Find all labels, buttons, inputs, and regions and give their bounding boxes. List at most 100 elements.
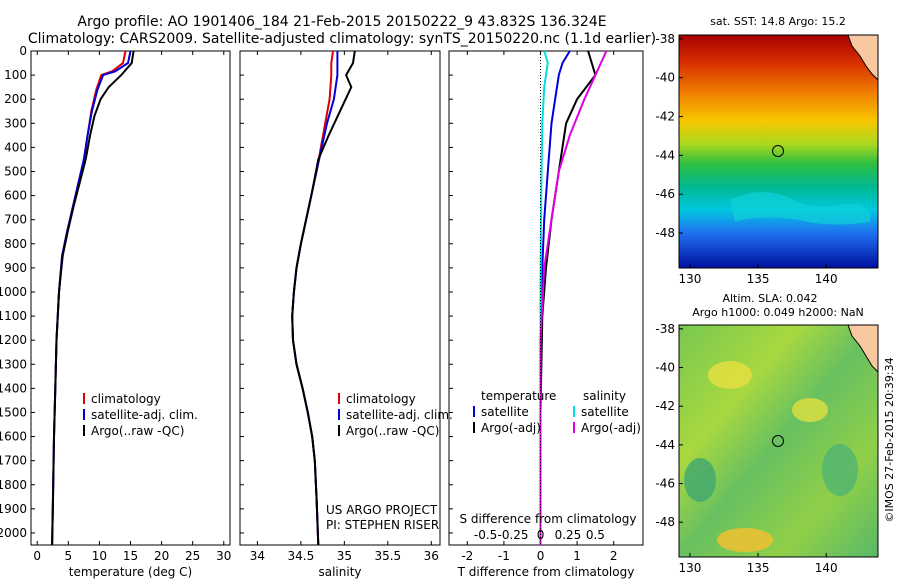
series-line — [51, 50, 132, 546]
map-y-tick-label: -40 — [655, 361, 675, 375]
temperature-plot: 0 5 10 15 20 25 30 temperature (deg C) 0 100 200 30… — [0, 44, 231, 579]
legend-group-title: temperature — [481, 389, 556, 403]
difference-panel-frame — [448, 50, 644, 546]
y-tick-label: 100 — [4, 68, 27, 82]
x-tick-label: 35.5 — [374, 549, 401, 563]
s-diff-tick-label: 0.5 — [586, 528, 605, 542]
s-diff-tick-label: 0.25 — [555, 528, 582, 542]
map-x-tick-label: 135 — [747, 272, 770, 286]
sst-argo-marker — [772, 145, 784, 157]
sst-map-field — [679, 35, 878, 268]
map-x-tick-label: 130 — [678, 272, 701, 286]
map-y-tick-label: -38 — [655, 322, 675, 336]
x-tick-label: 25 — [185, 549, 200, 563]
x-axis-label: T difference from climatology — [457, 565, 635, 579]
map-x-tick-label: 130 — [678, 561, 701, 575]
y-tick-label: 1700 — [0, 454, 27, 468]
map-x-tick-label: 140 — [815, 561, 838, 575]
map-y-tick-label: -40 — [655, 71, 675, 85]
map-y-tick-label: -44 — [655, 148, 675, 162]
sla-dark-blob — [684, 458, 716, 502]
imos-stamp: ©IMOS 27-Feb-2015 20:39:34 — [883, 357, 896, 522]
sla-yellow-blob — [792, 398, 828, 422]
y-tick-label: 500 — [4, 164, 27, 178]
y-tick-label: 1500 — [0, 405, 27, 419]
sla-map — [678, 324, 879, 558]
series-line — [51, 50, 135, 546]
temperature-panel-frame — [30, 50, 231, 546]
x-tick-label: 0 — [33, 549, 41, 563]
sst-cyan-eddy — [730, 191, 870, 225]
y-tick-label: 600 — [4, 189, 27, 203]
sla-map-frame — [678, 324, 879, 558]
salinity-panel-frame — [239, 50, 441, 546]
x-tick-label: 15 — [123, 549, 138, 563]
legend-group-title: salinity — [583, 389, 626, 403]
y-tick-label: 1800 — [0, 478, 27, 492]
x-tick-label: -2 — [461, 549, 473, 563]
legend-label: satellite-adj. clim. — [91, 408, 198, 422]
sla-yellow-blob — [717, 528, 773, 552]
sla-map-axes: 130 135 140 -38 -40 -42 -44 -46 -48 — [655, 322, 837, 575]
sla-map-field — [679, 325, 878, 557]
legend-label: Argo(-adj) — [581, 421, 641, 435]
map-y-tick-label: -42 — [655, 399, 675, 413]
series-line — [539, 50, 597, 545]
project-annotation: PI: STEPHEN RISER — [326, 518, 439, 532]
map-y-tick-label: -42 — [655, 110, 675, 124]
x-axis-label: temperature (deg C) — [69, 565, 192, 579]
x-tick-label: -1 — [498, 549, 510, 563]
difference-plot: -2 -1 0 1 2 T difference from climatology -0.5… — [449, 50, 641, 579]
y-tick-label: 1200 — [0, 333, 27, 347]
sla-dark-blob — [822, 444, 858, 496]
y-tick-label: 1400 — [0, 381, 27, 395]
legend-label: climatology — [346, 392, 416, 406]
x-tick-label: 30 — [216, 549, 231, 563]
legend-label: satellite-adj. clim. — [346, 408, 453, 422]
sst-map-frame — [678, 34, 879, 269]
x-tick-label: 34.5 — [288, 549, 315, 563]
s-diff-tick-label: -0.5 — [474, 528, 497, 542]
x-tick-label: 36 — [424, 549, 439, 563]
map-x-tick-label: 140 — [815, 272, 838, 286]
series-line — [291, 50, 356, 546]
series-line — [539, 50, 608, 545]
y-tick-label: 800 — [4, 237, 27, 251]
title-line-2: Climatology: CARS2009. Satellite-adjuste… — [28, 31, 656, 47]
y-tick-label: 2000 — [0, 526, 27, 540]
x-tick-label: 5 — [64, 549, 72, 563]
legend-label: satellite — [481, 405, 529, 419]
y-tick-label: 1300 — [0, 357, 27, 371]
x-tick-label: 1 — [573, 549, 581, 563]
y-tick-label: 300 — [4, 116, 27, 130]
sla-map-title-1: Altim. SLA: 0.042 — [722, 292, 817, 305]
map-y-tick-label: -44 — [655, 438, 675, 452]
x-axis-label: salinity — [318, 565, 361, 579]
map-y-tick-label: -38 — [655, 32, 675, 46]
sla-map-title-2: Argo h1000: 0.049 h2000: NaN — [692, 306, 864, 319]
legend-label: Argo(..raw -QC) — [91, 424, 184, 438]
x-tick-label: 10 — [92, 549, 107, 563]
legend-label: climatology — [91, 392, 161, 406]
y-tick-label: 1900 — [0, 502, 27, 516]
y-tick-label: 1100 — [0, 309, 27, 323]
x-tick-label: 20 — [154, 549, 169, 563]
legend-label: Argo(-adj) — [481, 421, 541, 435]
y-tick-label: 400 — [4, 140, 27, 154]
title-line-1: Argo profile: AO 1901406_184 21-Feb-2015… — [77, 14, 606, 30]
x-tick-label: 35 — [337, 549, 352, 563]
sst-map — [678, 34, 879, 269]
y-tick-label: 1600 — [0, 430, 27, 444]
sla-yellow-blob — [708, 361, 752, 389]
sst-map-axes: 130 135 140 -38 -40 -42 -44 -46 -48 — [655, 32, 837, 286]
x-tick-label: 0 — [537, 549, 545, 563]
s-diff-tick-label: 0 — [537, 528, 545, 542]
map-x-tick-label: 135 — [747, 561, 770, 575]
map-y-tick-label: -46 — [655, 477, 675, 491]
sla-argo-marker — [772, 435, 784, 447]
y-tick-label: 1000 — [0, 285, 27, 299]
legend-label: Argo(..raw -QC) — [346, 424, 439, 438]
s-diff-axis-label: S difference from climatology — [460, 512, 637, 526]
salinity-plot: 34 34.5 35 35.5 36 salinity climatology satelli… — [240, 50, 453, 579]
